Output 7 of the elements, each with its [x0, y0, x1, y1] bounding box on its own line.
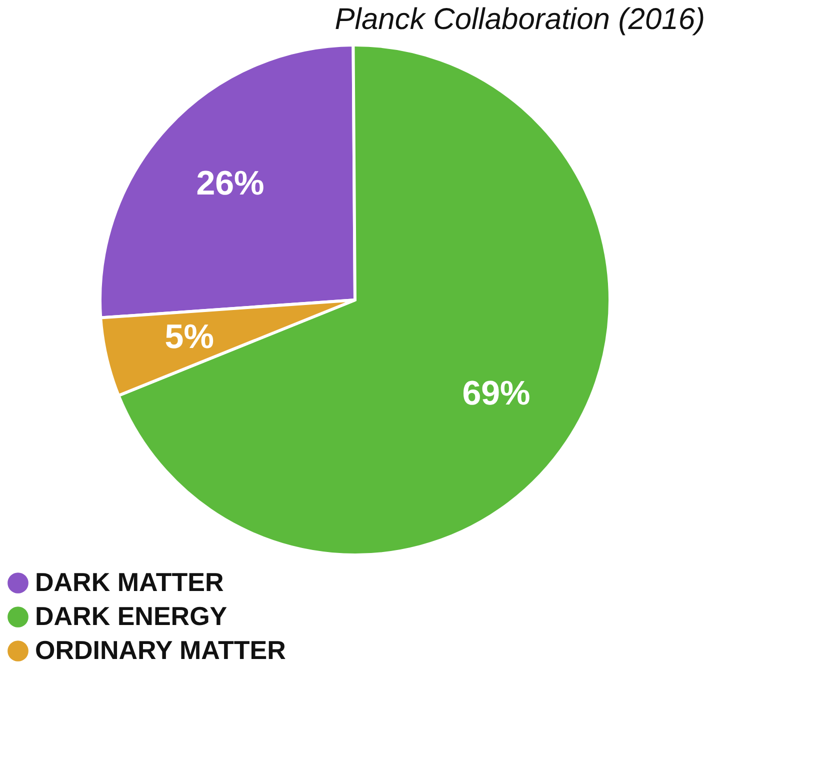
data-label: 5%: [164, 318, 214, 356]
data-label: 26%: [196, 164, 264, 202]
chart-title: Planck Collaboration (2016): [334, 3, 705, 36]
legend-label: DARK MATTER: [35, 567, 224, 597]
legend-label: DARK ENERGY: [35, 601, 228, 631]
data-label: 69%: [462, 374, 530, 413]
legend-label: ORDINARY MATTER: [35, 635, 286, 665]
